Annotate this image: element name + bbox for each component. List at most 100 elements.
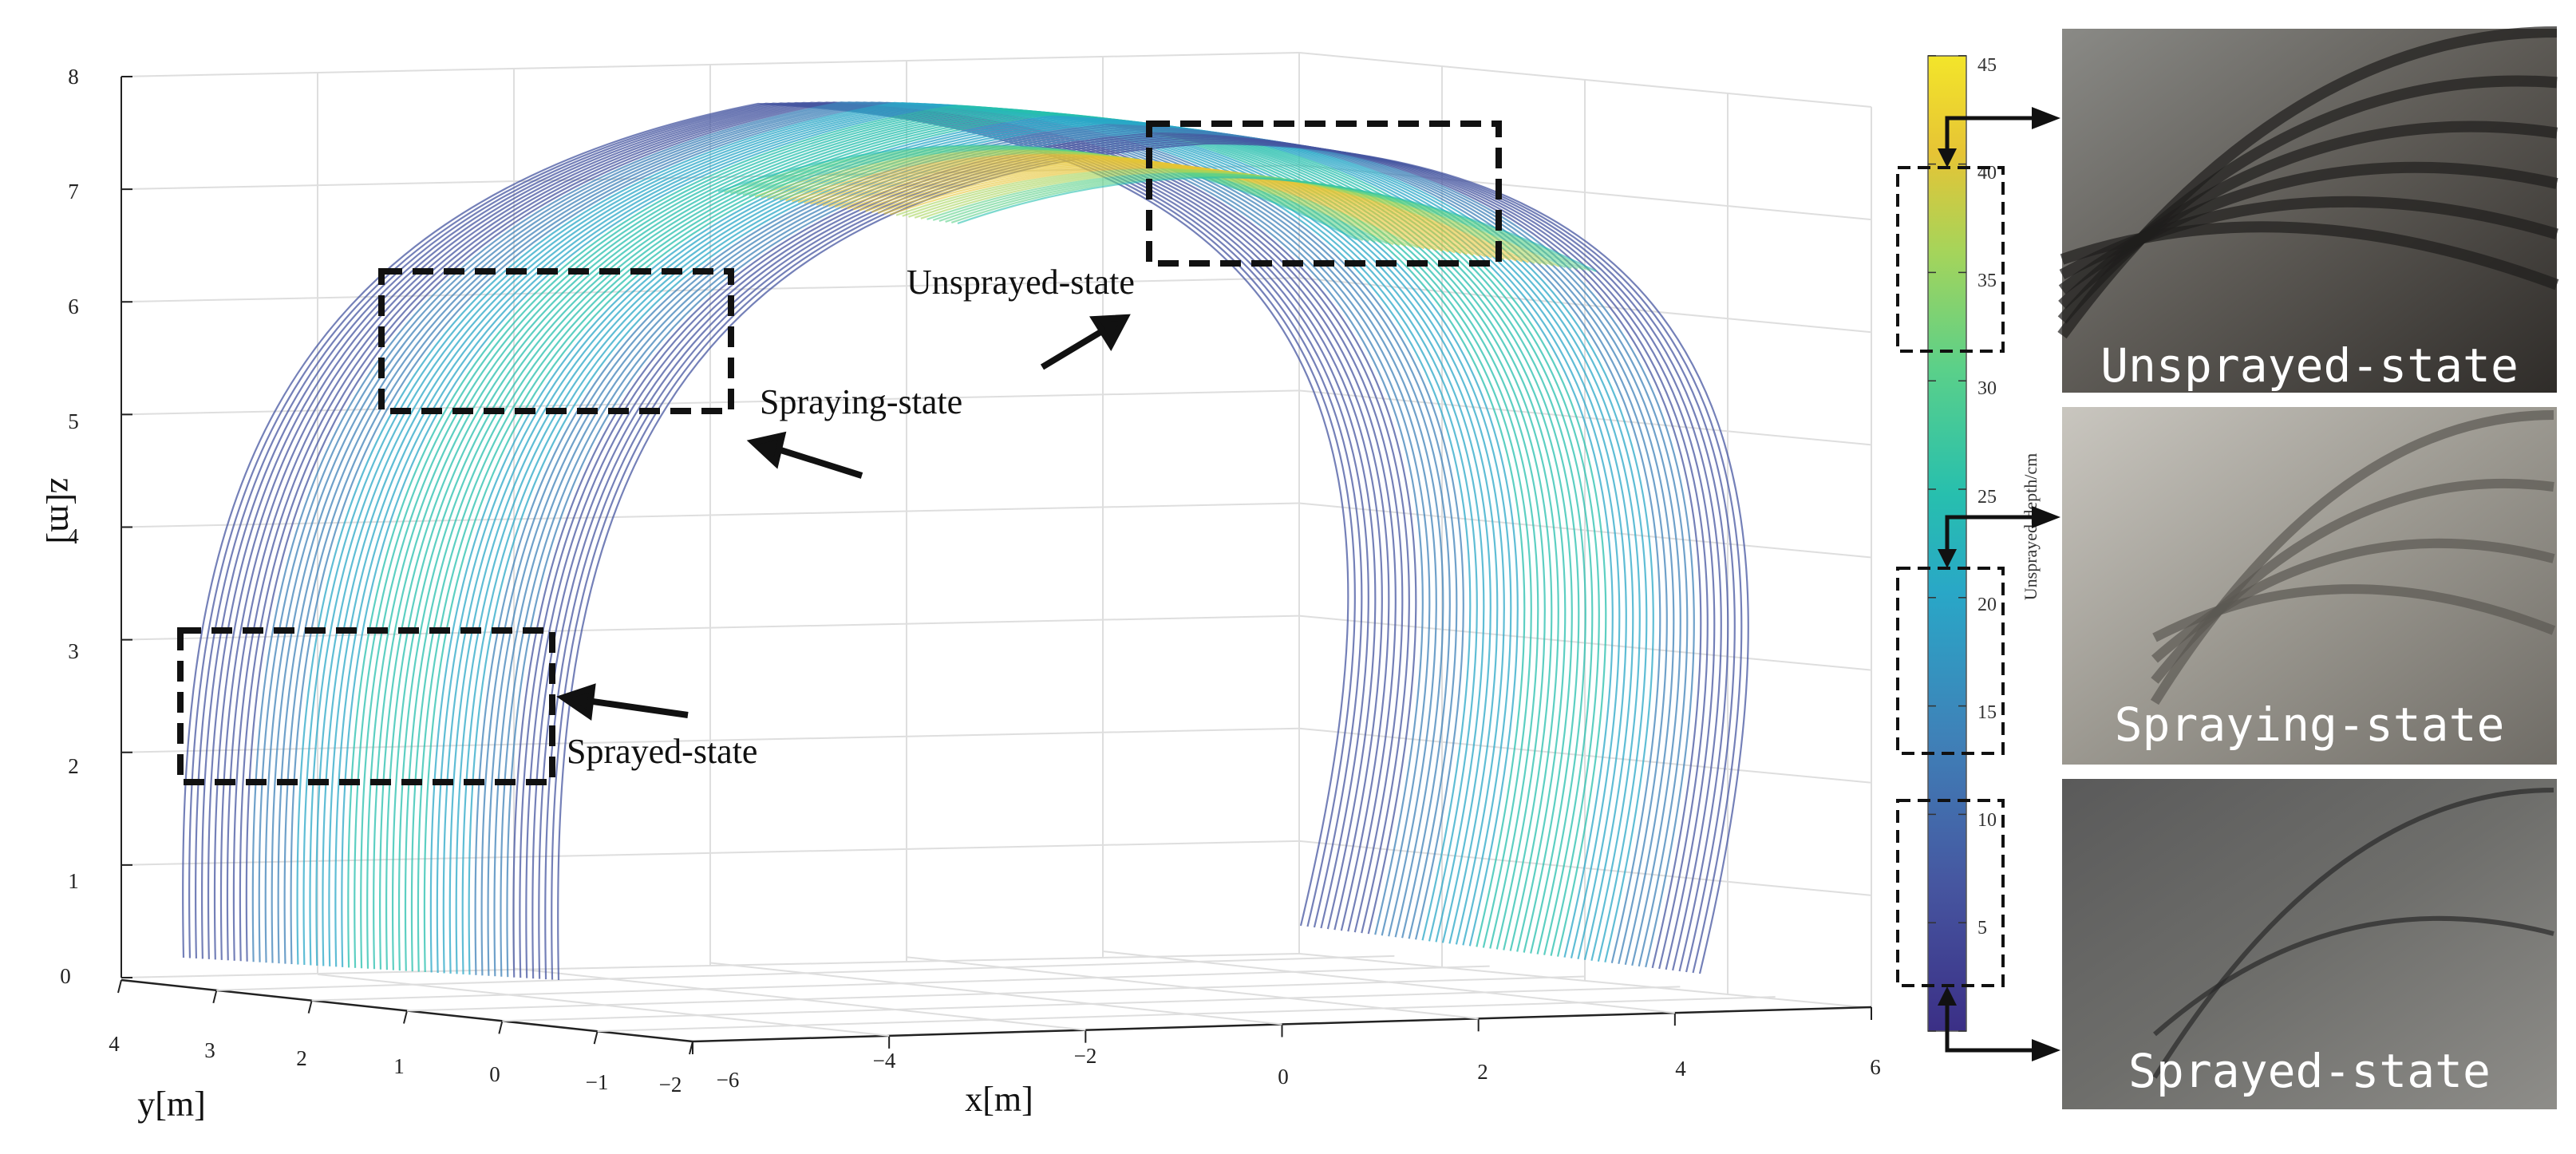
x-tick-2: −2: [1074, 1044, 1097, 1068]
cb-tick-30: 30: [1977, 378, 1997, 399]
z-axis-label: z[m]: [43, 477, 82, 543]
arch-strand: [525, 135, 1716, 978]
connector-unsprayed: [1945, 116, 2033, 160]
arch-strand: [264, 101, 1437, 963]
arch-strand: [480, 124, 1668, 976]
x-tick-3: 0: [1278, 1065, 1289, 1089]
cb-range-spraying: [1896, 567, 2005, 755]
annotation-boxes: [177, 121, 1502, 785]
x-axis-ticks: −6 −4 −2 0 2 4 6: [717, 1044, 1881, 1092]
arch-strand: [391, 109, 1573, 970]
photo-spraying-caption: Spraying-state: [2115, 698, 2505, 752]
label-spraying-state: Spraying-state: [760, 382, 962, 421]
x-tick-5: 4: [1675, 1057, 1686, 1081]
y-tick-1: 3: [204, 1038, 215, 1062]
label-unsprayed-state: Unsprayed-state: [907, 263, 1135, 302]
arch-strand: [302, 102, 1478, 966]
arch-strand: [296, 101, 1472, 965]
arch-strand: [519, 133, 1709, 978]
cb-tick-45: 45: [1977, 55, 1997, 76]
arch-strand: [410, 112, 1594, 972]
arch-strand: [379, 108, 1559, 970]
connector-unsprayed-head: [2032, 107, 2060, 129]
photo-unsprayed-caption: Unsprayed-state: [2100, 338, 2519, 393]
annotation-arrows: [556, 314, 1131, 721]
connector-spraying: [1945, 515, 2033, 563]
arch-strand: [404, 111, 1586, 971]
arch-strand: [245, 101, 1417, 962]
arch-strand: [538, 138, 1729, 979]
y-tick-3: 1: [393, 1054, 405, 1078]
cb-tick-5: 5: [1977, 918, 1987, 939]
point-cloud-arch: [182, 101, 1749, 981]
arrow-sprayed-head: [556, 683, 596, 721]
z-tick-5: 5: [68, 409, 79, 433]
z-tick-6: 6: [68, 294, 79, 318]
arch-strand: [487, 126, 1675, 976]
photo-spraying: Spraying-state: [2062, 407, 2557, 765]
box-unsprayed: [1146, 121, 1502, 267]
arch-strand: [373, 107, 1553, 970]
arch-strand: [512, 132, 1702, 978]
arch-strand: [251, 101, 1424, 962]
photo-unsprayed: Unsprayed-state: [2057, 26, 2559, 393]
arch-strand: [500, 129, 1689, 977]
arch-strand: [271, 101, 1444, 963]
arch-strand: [341, 104, 1519, 967]
arch-strand: [436, 116, 1621, 974]
arch-strand: [309, 102, 1485, 966]
cb-tick-15: 15: [1977, 702, 1997, 723]
arch-strand: [531, 136, 1722, 979]
photo-sprayed-caption: Sprayed-state: [2128, 1044, 2491, 1098]
y-axis-label: y[m]: [137, 1085, 206, 1124]
arch-strand: [544, 140, 1736, 980]
arrow-unsprayed-head: [1089, 314, 1131, 352]
arrow-spraying-head: [746, 431, 787, 469]
arch-strand: [277, 101, 1451, 964]
arch-strand: [360, 105, 1539, 969]
box-spraying: [378, 268, 734, 414]
z-tick-1: 1: [68, 869, 79, 893]
connector-sprayed-up: [1938, 986, 1957, 1006]
y-axis-ticks: 4 3 2 1 0 −1 −2: [109, 1032, 682, 1097]
arch-strand: [385, 109, 1567, 970]
arch-strand: [455, 120, 1641, 974]
arch-strand: [474, 124, 1661, 975]
arch-strand: [182, 102, 1349, 958]
z-tick-0: 0: [60, 964, 71, 988]
arch-strand: [334, 104, 1512, 967]
arch-strand: [468, 122, 1654, 975]
connector-sprayed-head: [2032, 1039, 2060, 1061]
colorbar: 5 10 15 20 25 30 35 40 45 Unsprayed-dept…: [1896, 55, 2060, 1061]
cb-tick-20: 20: [1977, 595, 1997, 615]
arch-strand: [239, 101, 1410, 962]
box-sprayed: [177, 627, 555, 785]
cb-range-unsprayed: [1896, 166, 2005, 353]
arch-strand: [290, 101, 1464, 965]
arch-strand: [328, 103, 1505, 966]
connector-unsprayed-down: [1938, 148, 1957, 168]
colorbar-tick-marks: [1928, 55, 1966, 1032]
arch-strand: [461, 121, 1648, 974]
photo-sprayed: Sprayed-state: [2062, 779, 2557, 1109]
arch-strand: [417, 113, 1600, 972]
connector-sprayed: [1945, 996, 2033, 1053]
arch-strand: [442, 117, 1627, 974]
arch-strand: [258, 101, 1431, 962]
arch-strand: [506, 130, 1695, 978]
x-tick-4: 2: [1477, 1060, 1488, 1084]
arch-strand: [557, 142, 1749, 981]
arch-strand: [397, 110, 1580, 971]
arch-strand: [448, 118, 1634, 974]
z-tick-8: 8: [68, 65, 79, 89]
z-tick-7: 7: [68, 180, 79, 204]
y-tick-2: 2: [296, 1046, 307, 1070]
arch-strand: [366, 106, 1546, 969]
cb-range-sprayed: [1896, 799, 2005, 987]
x-axis-label: x[m]: [965, 1080, 1033, 1119]
arch-strand: [322, 103, 1499, 966]
y-tick-6: −2: [659, 1073, 682, 1097]
cb-tick-40: 40: [1977, 163, 1997, 184]
arrow-unsprayed: [1040, 326, 1108, 370]
cb-tick-25: 25: [1977, 487, 1997, 508]
